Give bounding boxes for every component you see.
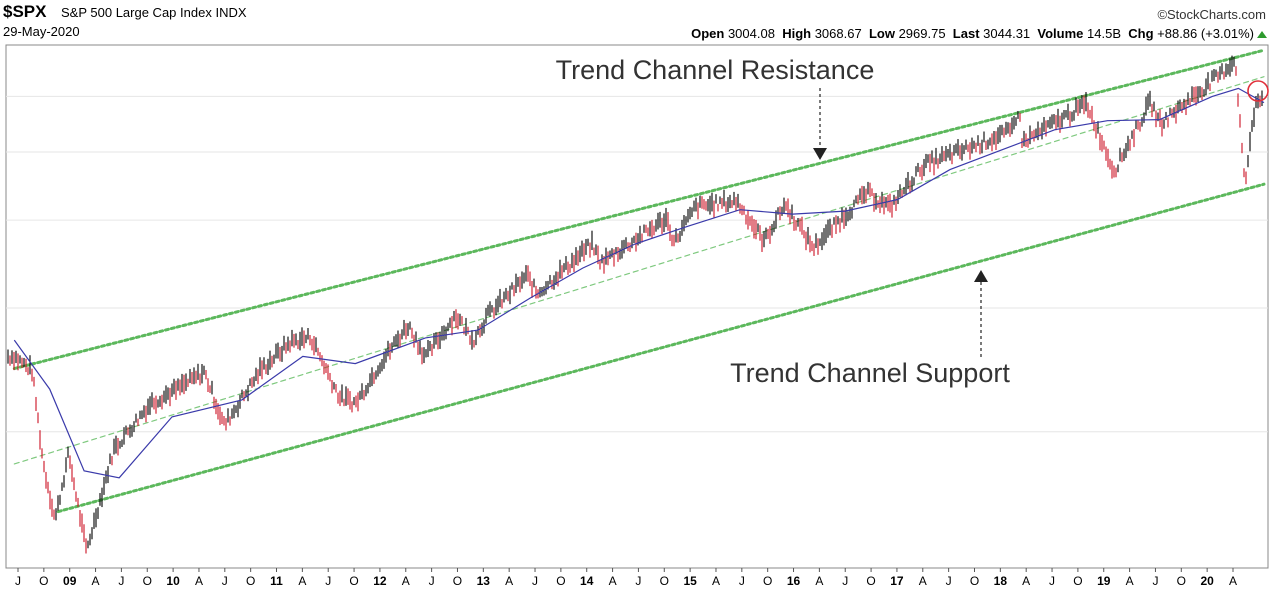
quote-summary: Open 3004.08 High 3068.67 Low 2969.75 La… bbox=[691, 27, 1254, 41]
x-tick-label: O bbox=[660, 574, 669, 588]
x-tick-label: A bbox=[402, 574, 410, 588]
support-line bbox=[56, 182, 1266, 514]
x-tick-label: 16 bbox=[787, 574, 801, 588]
x-tick-label: O bbox=[1073, 574, 1082, 588]
chg-value: +88.86 (+3.01%) bbox=[1157, 26, 1254, 41]
x-tick-label: O bbox=[143, 574, 152, 588]
index-name: S&P 500 Large Cap Index INDX bbox=[61, 6, 247, 20]
resistance-label: Trend Channel Resistance bbox=[556, 55, 875, 85]
index-name-text: S&P 500 Large Cap Index bbox=[61, 5, 212, 20]
plot-area bbox=[5, 44, 1269, 569]
volume-label: Volume bbox=[1037, 26, 1084, 41]
x-tick-label: O bbox=[246, 574, 255, 588]
x-tick-label: A bbox=[505, 574, 513, 588]
x-axis-ticks: J O 09 A J O 10 A J O 11 A J O 12 A J O 13 A J O 14 A J O 15 A J O 16 A… bbox=[15, 568, 1237, 588]
x-tick-label: A bbox=[195, 574, 203, 588]
last-value: 3044.31 bbox=[983, 26, 1031, 41]
x-tick-label: O bbox=[556, 574, 565, 588]
resistance-line bbox=[12, 48, 1266, 371]
chg-label: Chg bbox=[1128, 26, 1154, 41]
x-tick-label: O bbox=[866, 574, 875, 588]
x-tick-label: A bbox=[1022, 574, 1030, 588]
support-label: Trend Channel Support bbox=[730, 358, 1010, 388]
x-tick-label: A bbox=[92, 574, 100, 588]
x-tick-label: J bbox=[1049, 574, 1055, 588]
high-value: 3068.67 bbox=[814, 26, 862, 41]
x-tick-label: 14 bbox=[580, 574, 594, 588]
moving-average-line bbox=[13, 87, 1265, 479]
x-tick-label: J bbox=[946, 574, 952, 588]
x-tick-label: J bbox=[635, 574, 641, 588]
x-tick-label: 17 bbox=[890, 574, 904, 588]
x-tick-label: O bbox=[763, 574, 772, 588]
ticker-symbol[interactable]: $SPX bbox=[3, 2, 47, 21]
price-bars bbox=[7, 55, 1263, 554]
open-label: Open bbox=[691, 26, 725, 41]
last-label: Last bbox=[952, 26, 980, 41]
resistance-annotation: Trend Channel Resistance bbox=[556, 55, 875, 160]
x-tick-label: J bbox=[1152, 574, 1158, 588]
x-tick-label: J bbox=[429, 574, 435, 588]
x-tick-label: A bbox=[298, 574, 306, 588]
volume-value: 14.5B bbox=[1087, 26, 1121, 41]
x-tick-label: A bbox=[1126, 574, 1134, 588]
x-tick-label: A bbox=[815, 574, 823, 588]
low-value: 2969.75 bbox=[898, 26, 946, 41]
x-tick-label: 15 bbox=[683, 574, 697, 588]
x-tick-label: J bbox=[532, 574, 538, 588]
support-annotation: Trend Channel Support bbox=[730, 270, 1010, 388]
open-value: 3004.08 bbox=[727, 26, 775, 41]
exchange-label: INDX bbox=[215, 5, 247, 20]
x-tick-label: O bbox=[39, 574, 48, 588]
x-tick-label: J bbox=[739, 574, 745, 588]
chart-header: $SPX S&P 500 Large Cap Index INDX 29-May… bbox=[3, 3, 1268, 43]
x-tick-label: J bbox=[222, 574, 228, 588]
x-tick-label: A bbox=[1229, 574, 1237, 588]
chart-date: 29-May-2020 bbox=[3, 24, 80, 39]
up-arrow-icon bbox=[1257, 31, 1267, 38]
trend-channel bbox=[12, 48, 1266, 514]
x-tick-label: A bbox=[712, 574, 720, 588]
x-tick-label: J bbox=[15, 574, 21, 588]
x-tick-label: 12 bbox=[373, 574, 387, 588]
x-tick-label: J bbox=[842, 574, 848, 588]
x-tick-label: A bbox=[919, 574, 927, 588]
up-arrow-icon bbox=[974, 270, 988, 282]
x-tick-label: 10 bbox=[166, 574, 180, 588]
low-label: Low bbox=[868, 26, 895, 41]
x-tick-label: 18 bbox=[994, 574, 1008, 588]
high-label: High bbox=[782, 26, 812, 41]
stockcharts-brand[interactable]: ©StockCharts.com bbox=[1157, 7, 1266, 22]
x-tick-label: O bbox=[453, 574, 462, 588]
x-tick-label: J bbox=[325, 574, 331, 588]
x-tick-label: 13 bbox=[477, 574, 491, 588]
x-tick-label: A bbox=[609, 574, 617, 588]
x-tick-label: 11 bbox=[270, 574, 283, 588]
x-tick-label: O bbox=[970, 574, 979, 588]
x-tick-label: J bbox=[118, 574, 124, 588]
x-tick-label: 09 bbox=[63, 574, 77, 588]
latest-price-marker[interactable] bbox=[1247, 80, 1269, 102]
x-tick-label: 20 bbox=[1200, 574, 1214, 588]
down-arrow-icon bbox=[813, 148, 827, 160]
x-tick-label: O bbox=[349, 574, 358, 588]
x-tick-label: 19 bbox=[1097, 574, 1111, 588]
midline-line bbox=[13, 76, 1265, 465]
grid-lines bbox=[6, 95, 1268, 433]
x-tick-label: O bbox=[1177, 574, 1186, 588]
